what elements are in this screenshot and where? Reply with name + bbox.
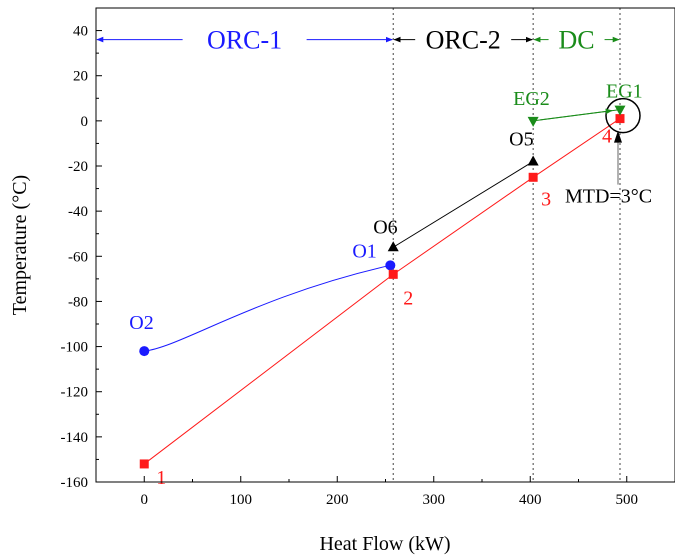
point-label-4: 4	[602, 126, 612, 148]
y-tick-label: -20	[68, 159, 88, 175]
point-label-3: 3	[541, 188, 551, 210]
point-label-o1: O1	[352, 240, 376, 262]
data-point-2	[388, 269, 398, 279]
y-tick-label: -80	[68, 294, 88, 310]
region-label-dc: DC	[559, 26, 595, 55]
data-point-3	[528, 172, 538, 182]
y-tick-label: -60	[68, 249, 88, 265]
y-tick-label: -120	[61, 385, 89, 401]
series-line-2	[143, 118, 621, 465]
data-point-4	[615, 114, 625, 124]
point-label-2: 2	[403, 287, 413, 309]
x-tick-label: 100	[230, 492, 253, 508]
y-tick-label: 0	[81, 114, 89, 130]
plot-frame	[95, 7, 675, 483]
x-tick-label: 500	[616, 492, 639, 508]
point-label-o2: O2	[129, 312, 153, 334]
data-point-eg2	[527, 116, 539, 127]
y-axis-title: Temperature (°C)	[9, 175, 31, 315]
mtd-annotation-label: MTD=3°C	[565, 186, 652, 208]
point-label-o5: O5	[509, 128, 533, 150]
data-point-o6	[387, 241, 399, 252]
region-label-orc-1: ORC-1	[207, 26, 282, 55]
point-label-eg1: EG1	[606, 81, 643, 103]
y-tick-label: -40	[68, 204, 88, 220]
y-tick-label: -140	[61, 430, 89, 446]
y-tick-label: -100	[61, 340, 89, 356]
point-label-o6: O6	[373, 216, 397, 238]
point-label-1: 1	[156, 467, 166, 489]
x-tick-label: 400	[519, 492, 542, 508]
data-point-o1	[385, 260, 396, 271]
x-tick-label: 200	[326, 492, 349, 508]
data-point-eg1	[614, 105, 626, 116]
mtd-annotation-arrowhead	[613, 130, 622, 143]
mtd-highlight-circle	[605, 97, 641, 134]
x-axis-title: Heat Flow (kW)	[319, 533, 450, 555]
y-tick-label: -160	[61, 475, 89, 491]
series-line-1	[144, 264, 391, 352]
data-point-o5	[527, 155, 539, 166]
point-label-eg2: EG2	[513, 88, 550, 110]
data-point-o2	[139, 346, 150, 357]
data-point-1	[139, 459, 149, 469]
x-tick-label: 300	[423, 492, 446, 508]
x-tick-label: 0	[141, 492, 149, 508]
eg-transfer-arrow	[540, 108, 613, 121]
series-line-3	[392, 161, 534, 248]
y-tick-label: 20	[73, 69, 88, 85]
region-label-orc-2: ORC-2	[426, 26, 501, 55]
y-tick-label: 40	[73, 24, 88, 40]
